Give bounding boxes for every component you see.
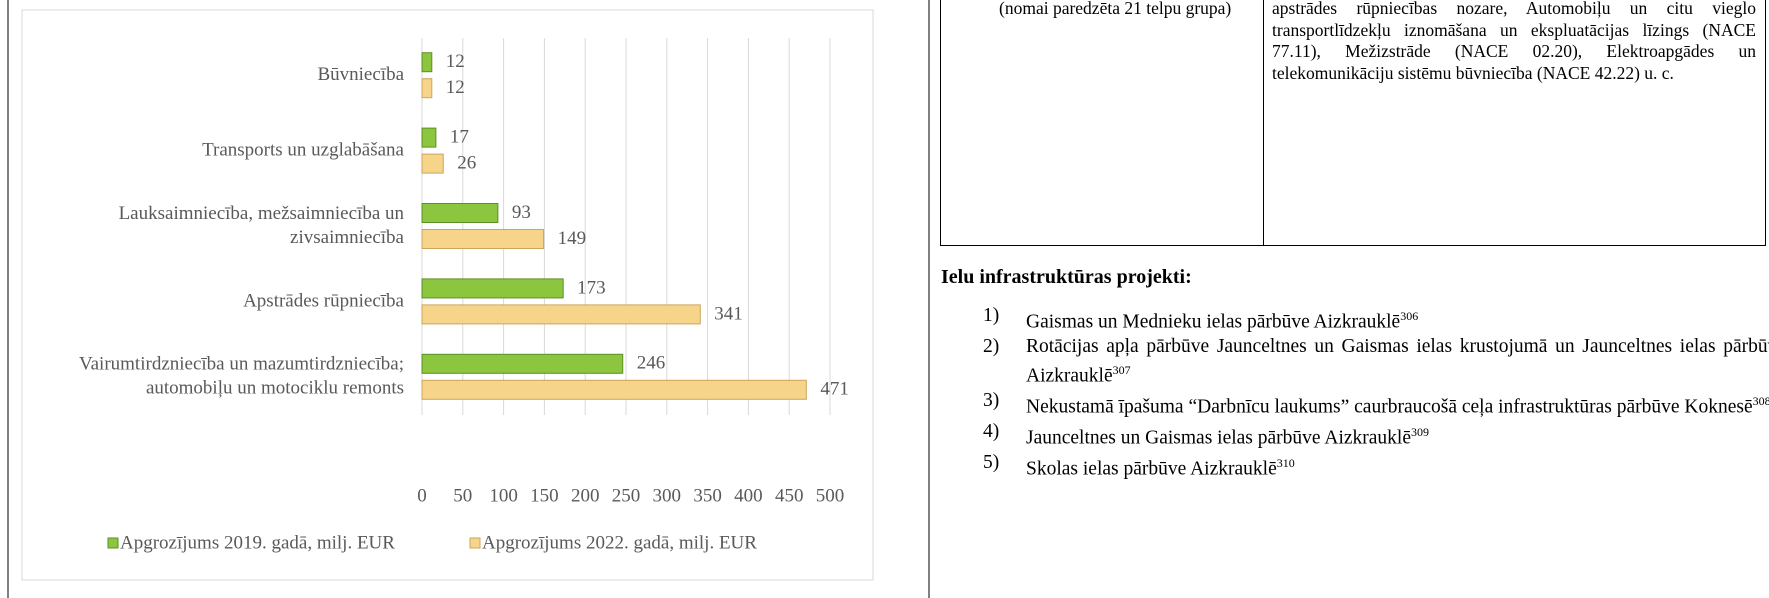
data-label: 93 <box>512 202 531 223</box>
item-number: 5) <box>983 451 1000 473</box>
legend-label: Apgrozījums 2022. gadā, milj. EUR <box>482 532 757 553</box>
data-label: 26 <box>457 152 476 173</box>
chart-frame <box>21 9 874 581</box>
bar <box>421 78 433 99</box>
data-label: 17 <box>450 126 469 147</box>
footnote-ref: 309 <box>1411 424 1430 439</box>
legend-label: Apgrozījums 2019. gadā, milj. EUR <box>120 532 395 553</box>
category-label: Vairumtirdzniecība un mazumtirdzniecība; <box>79 354 404 375</box>
footnote-ref: 306 <box>1400 309 1419 323</box>
category-label: automobiļu un motociklu remonts <box>146 378 404 399</box>
bar <box>421 52 433 73</box>
x-tick-label: 250 <box>612 485 641 506</box>
item-number: 3) <box>983 389 1000 411</box>
item-body: Rotācijas apļa pārbūve Jaunceltnes un Ga… <box>1026 336 1769 386</box>
item-text: Nekustamā īpašuma “Darbnīcu laukums” cau… <box>1026 390 1769 419</box>
item-number: 4) <box>983 420 1000 442</box>
bar <box>421 229 545 249</box>
list-item: 3) Nekustamā īpašuma “Darbnīcu laukums” c… <box>941 390 1769 419</box>
list-item: 1) Gaismas un Mednieku ielas pārbūve Aizk… <box>941 305 1769 334</box>
table: (nomai paredzēta 21 telpu grupa) apstrād… <box>940 0 1766 246</box>
x-tick-label: 300 <box>653 485 682 506</box>
item-text: Gaismas un Mednieku ielas pārbūve Aizkra… <box>1026 305 1769 334</box>
table-cell: (nomai paredzēta 21 telpu grupa) <box>999 0 1232 18</box>
item-number: 1) <box>983 305 1000 326</box>
list: 1) Gaismas un Mednieku ielas pārbūve Aizk… <box>941 305 1769 483</box>
data-label: 12 <box>446 51 465 72</box>
bar <box>421 353 624 374</box>
x-tick-label: 400 <box>734 485 763 506</box>
bar <box>421 278 564 299</box>
bar <box>421 304 701 325</box>
data-label: 173 <box>577 277 606 298</box>
bar <box>421 203 499 223</box>
item-body: Nekustamā īpašuma “Darbnīcu laukums” cau… <box>1026 396 1753 417</box>
data-label: 341 <box>714 303 743 324</box>
category-label: Lauksaimniecība, mežsaimniecība un <box>119 203 405 224</box>
item-body: Gaismas un Mednieku ielas pārbūve Aizkra… <box>1026 311 1401 333</box>
footnote-ref: 307 <box>1112 362 1131 377</box>
data-label: 149 <box>558 228 587 249</box>
item-text: Skolas ielas pārbūve Aizkrauklē310 <box>1026 452 1769 481</box>
heading: Ielu infrastruktūras projekti: <box>941 266 1192 288</box>
x-tick-label: 150 <box>530 485 559 506</box>
category-label: Būvniecība <box>317 64 404 85</box>
chart: 0 50 100 150 200 250 300 350 400 450 500 Būvniecība… <box>7 0 930 598</box>
x-tick-label: 200 <box>571 485 600 506</box>
bar <box>421 127 437 148</box>
x-tick-label: 450 <box>775 485 804 506</box>
footnote-ref: 310 <box>1276 455 1295 470</box>
list-item: 2) Rotācijas apļa pārbūve Jaunceltnes un … <box>941 336 1769 388</box>
item-text: Rotācijas apļa pārbūve Jaunceltnes un Ga… <box>1026 336 1769 388</box>
x-tick-label: 500 <box>816 485 845 506</box>
category-label: zivsaimniecība <box>290 227 405 248</box>
legend-swatch <box>107 537 119 549</box>
item-text: Jaunceltnes un Gaismas ielas pārbūve Aiz… <box>1026 421 1769 450</box>
x-tick-label: 100 <box>489 485 518 506</box>
footnote-ref: 308 <box>1752 393 1769 408</box>
bar <box>421 153 444 174</box>
item-number: 2) <box>983 336 1000 357</box>
cell-border <box>1263 0 1264 245</box>
data-label: 246 <box>637 353 666 374</box>
x-tick-label: 0 <box>417 485 427 506</box>
x-tick-label: 350 <box>693 485 722 506</box>
category-label: Transports un uzglabāšana <box>202 139 404 160</box>
list-item: 4) Jaunceltnes un Gaismas ielas pārbūve A… <box>941 421 1769 450</box>
item-body: Jaunceltnes un Gaismas ielas pārbūve Aiz… <box>1026 427 1412 448</box>
table-cell: apstrādes rūpniecības nozare, Automobiļu… <box>1272 0 1756 83</box>
data-label: 471 <box>820 379 849 400</box>
data-label: 12 <box>446 77 465 98</box>
list-item: 5) Skolas ielas pārbūve Aizkrauklē310 <box>941 452 1769 481</box>
x-tick-label: 50 <box>453 485 472 506</box>
bar <box>421 379 807 400</box>
category-label: Apstrādes rūpniecība <box>243 290 404 311</box>
legend-swatch <box>469 537 481 549</box>
item-body: Skolas ielas pārbūve Aizkrauklē <box>1026 458 1277 479</box>
